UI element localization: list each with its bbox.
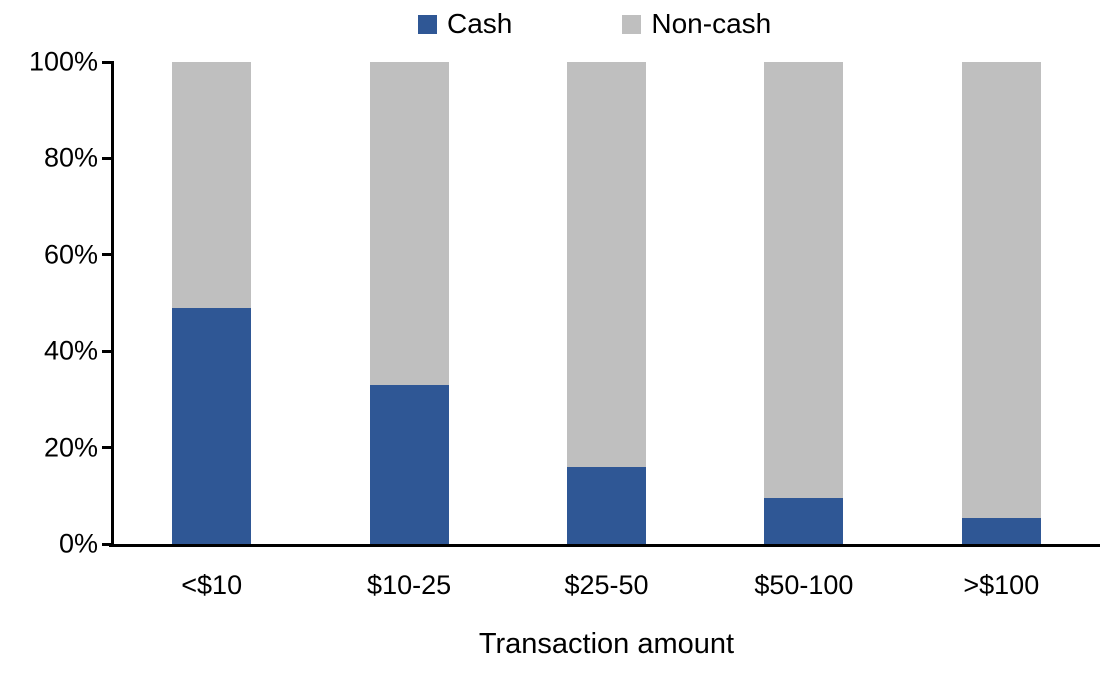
x-tick-label: >$100 xyxy=(963,570,1040,600)
y-tick-mark xyxy=(102,156,111,160)
y-tick-label: 100% xyxy=(28,46,98,77)
y-tick-label: 20% xyxy=(43,432,98,463)
bar-segment-non-cash--10-25 xyxy=(369,62,449,385)
y-tick-label: 40% xyxy=(43,335,98,366)
y-tick-mark xyxy=(102,542,111,546)
plot-area xyxy=(113,62,1100,544)
legend-label: Non-cash xyxy=(651,8,772,39)
y-tick-label: 0% xyxy=(58,528,98,559)
bar-segment-non-cash--100 xyxy=(961,62,1041,518)
x-tick-label: $25-50 xyxy=(564,570,649,600)
y-axis-line xyxy=(111,61,114,547)
bar-segment-cash--10 xyxy=(172,307,252,544)
y-tick-mark xyxy=(102,60,111,64)
bar-segment-non-cash--50-100 xyxy=(764,62,844,499)
x-tick-label: $50-100 xyxy=(754,570,854,600)
bar-segment-cash--50-100 xyxy=(764,498,844,544)
bar-segment-cash--10-25 xyxy=(369,384,449,544)
y-tick-label: 60% xyxy=(43,239,98,270)
x-axis-title: Transaction amount xyxy=(478,628,735,660)
y-tick-label: 80% xyxy=(43,142,98,173)
legend-swatch-icon xyxy=(622,14,642,34)
legend-item-non-cash: Non-cash xyxy=(622,10,771,38)
bar-segment-non-cash--25-50 xyxy=(567,62,646,467)
y-tick-mark xyxy=(102,446,111,450)
legend-label: Cash xyxy=(447,8,513,39)
x-axis-line xyxy=(109,544,1100,547)
legend-item-cash: Cash xyxy=(418,10,512,38)
bar-segment-cash--25-50 xyxy=(567,466,646,544)
x-tick-label: $10-25 xyxy=(367,570,452,600)
bar-segment-cash--100 xyxy=(961,517,1041,544)
x-tick-label: <$10 xyxy=(181,570,243,600)
chart-legend: Cash Non-cash xyxy=(418,10,771,38)
y-tick-mark xyxy=(102,349,111,353)
legend-swatch-icon xyxy=(418,14,437,34)
y-tick-mark xyxy=(102,253,111,257)
bar-segment-non-cash--10 xyxy=(172,62,252,308)
